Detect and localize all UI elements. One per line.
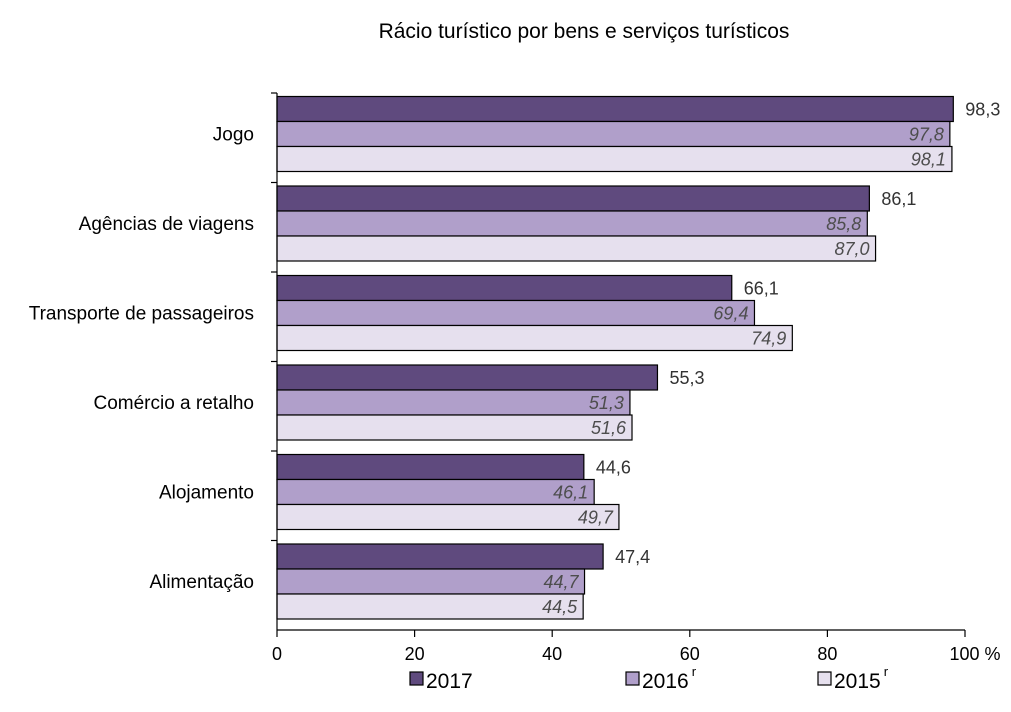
value-label-2017-comercio-a-retalho: 55,3 xyxy=(669,368,704,388)
bar-2016-alimentacao xyxy=(276,568,586,595)
value-label-2016-jogo: 97,8 xyxy=(909,125,944,145)
category-label-transporte-de-passageiros: Transporte de passageiros xyxy=(29,304,254,325)
value-label-2015-alimentacao: 44,5 xyxy=(542,597,578,617)
bar-2017-alimentacao xyxy=(276,543,604,570)
bar-2017-transporte-de-passageiros xyxy=(276,274,733,302)
legend-superscript-2016: r xyxy=(692,664,697,679)
x-tick-label-2: 40 xyxy=(542,644,562,664)
bar-2016-jogo xyxy=(276,120,951,148)
value-label-2016-agencias-de-viagens: 85,8 xyxy=(826,214,861,234)
value-label-2017-alojamento: 44,6 xyxy=(596,458,631,478)
value-label-2016-alimentacao: 44,7 xyxy=(543,572,579,592)
value-label-2015-agencias-de-viagens: 87,0 xyxy=(835,239,870,259)
bar-2017-comercio-a-retalho xyxy=(276,364,659,391)
x-tick-label-1: 20 xyxy=(405,644,425,664)
axes: 0 20 40 60 80 100 % xyxy=(271,92,1001,664)
bar-2016-alojamento xyxy=(276,478,595,506)
value-label-2016-transporte-de-passageiros: 69,4 xyxy=(713,304,748,324)
legend: 2017 2016 r 2015 r xyxy=(409,664,889,693)
value-label-2015-comercio-a-retalho: 51,6 xyxy=(591,418,627,438)
value-label-2015-alojamento: 49,7 xyxy=(578,508,614,528)
value-label-2015-transporte-de-passageiros: 74,9 xyxy=(751,329,786,349)
bar-2015-alojamento xyxy=(276,503,620,531)
category-label-agencias-de-viagens: Agências de viagens xyxy=(79,214,254,235)
x-tick-label-0: 0 xyxy=(272,644,282,664)
category-labels: Jogo Agências de viagens Transporte de pas… xyxy=(29,125,254,594)
bar-2015-comercio-a-retalho xyxy=(276,414,633,441)
x-tick-label-3: 60 xyxy=(680,644,700,664)
value-label-2017-transporte-de-passageiros: 66,1 xyxy=(744,279,779,299)
legend-superscript-2015: r xyxy=(884,664,889,679)
legend-swatch-2016 xyxy=(625,671,640,686)
legend-label-2016: 2016 xyxy=(642,670,689,693)
bar-2016-transporte-de-passageiros xyxy=(276,299,756,327)
bars xyxy=(276,95,954,620)
category-label-alojamento: Alojamento xyxy=(159,483,254,504)
value-label-2016-alojamento: 46,1 xyxy=(553,483,588,503)
value-label-2017-jogo: 98,3 xyxy=(965,100,1000,120)
category-label-jogo: Jogo xyxy=(213,125,254,146)
bar-2015-agencias-de-viagens xyxy=(276,235,877,262)
value-label-2015-jogo: 98,1 xyxy=(911,150,946,170)
value-label-2016-comercio-a-retalho: 51,3 xyxy=(589,393,624,413)
bar-2015-alimentacao xyxy=(276,593,584,620)
legend-swatch-2017 xyxy=(409,671,424,686)
bar-2016-agencias-de-viagens xyxy=(276,210,868,237)
value-label-2017-alimentacao: 47,4 xyxy=(615,547,650,567)
legend-label-2015: 2015 xyxy=(834,670,881,693)
bar-2017-agencias-de-viagens xyxy=(276,185,870,212)
value-labels: 98,3 97,8 98,1 86,1 85,8 87,0 66,1 69,474,9 55,3… xyxy=(542,100,1000,618)
bar-2015-transporte-de-passageiros xyxy=(276,324,793,352)
x-tick-label-4: 80 xyxy=(817,644,837,664)
legend-swatch-2015 xyxy=(817,671,832,686)
bar-2015-jogo xyxy=(276,145,953,173)
chart-title: Rácio turístico por bens e serviços turí… xyxy=(379,20,790,43)
bar-2017-alojamento xyxy=(276,453,585,481)
bar-2017-jogo xyxy=(276,95,954,123)
category-label-alimentacao: Alimentação xyxy=(149,572,254,593)
category-label-comercio-a-retalho: Comércio a retalho xyxy=(93,393,254,414)
legend-label-2017: 2017 xyxy=(426,670,473,693)
bar-2016-comercio-a-retalho xyxy=(276,389,631,416)
x-tick-label-5: 100 % xyxy=(949,644,1000,664)
value-label-2017-agencias-de-viagens: 86,1 xyxy=(881,189,916,209)
